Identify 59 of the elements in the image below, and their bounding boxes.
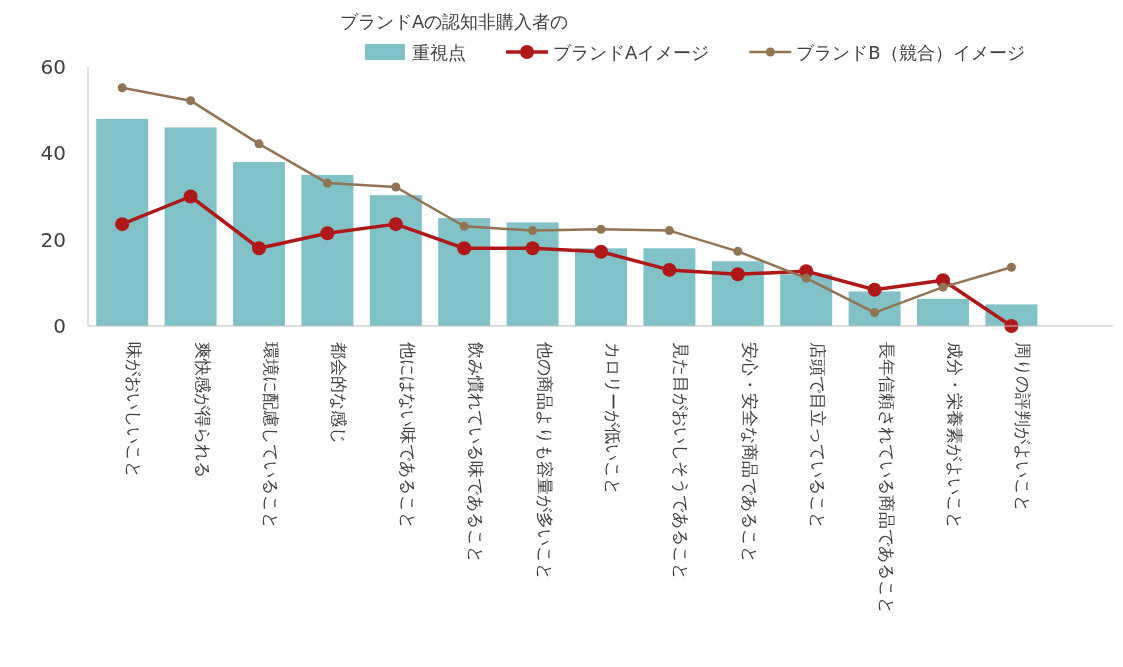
point: [528, 226, 538, 236]
legend-label: ブランドAイメージ: [553, 42, 710, 63]
legend-label: ブランドB（競合）イメージ: [796, 42, 1025, 63]
point: [867, 282, 882, 297]
bar: [643, 248, 696, 326]
point: [870, 308, 880, 318]
bar: [164, 127, 217, 326]
x-tick-label: 都会的な感じ: [329, 342, 350, 444]
point: [459, 221, 469, 231]
point: [457, 241, 472, 256]
point: [730, 267, 745, 282]
point: [664, 226, 674, 236]
x-tick-label: 爽快感が得られる: [192, 342, 213, 478]
point: [1006, 262, 1016, 272]
point: [388, 217, 403, 232]
x-tick-label: 他にはない味であること: [397, 342, 418, 529]
bar: [917, 298, 969, 326]
point: [254, 139, 264, 149]
point: [662, 262, 677, 277]
y-tick-label: 60: [40, 55, 66, 79]
point: [525, 241, 540, 256]
bar: [369, 195, 422, 326]
x-tick-label: 味がおいしいこと: [124, 342, 145, 478]
point: [322, 178, 332, 188]
point: [594, 244, 608, 259]
x-tick-label: 成分・栄養素がよいこと: [945, 342, 965, 529]
chart-title: ブランドAの認知非購入者の: [340, 11, 569, 32]
x-tick-label: 安心・安全な商品であること: [739, 342, 760, 563]
point: [596, 224, 606, 234]
point: [320, 226, 335, 241]
point: [115, 217, 130, 232]
y-tick-label: 20: [40, 227, 66, 252]
x-tick-label: 店頭で目立っていること: [808, 342, 829, 529]
x-tick-label: カロリーが低いこと: [603, 342, 623, 495]
bar: [506, 222, 559, 326]
point: [252, 241, 266, 256]
point: [117, 83, 127, 93]
x-tick-label: 長年信頼されている商品であること: [876, 342, 897, 614]
bar: [233, 161, 285, 326]
y-tick-label: 0: [53, 314, 66, 338]
x-tick-label: 環境に配慮していること: [261, 342, 281, 529]
x-tick-label: 他の商品よりも容量が多いこと: [534, 342, 555, 580]
legend-label: 重視点: [412, 42, 466, 63]
point: [186, 96, 196, 106]
point: [183, 189, 198, 204]
bar: [96, 118, 149, 326]
point: [391, 182, 401, 192]
bar: [575, 248, 627, 326]
bar: [438, 218, 491, 326]
x-tick-label: 見た目がおいしそうであること: [671, 342, 692, 580]
bar: [711, 261, 764, 326]
y-tick-label: 40: [40, 141, 66, 166]
bar: [780, 274, 833, 326]
x-tick-label: 飲み慣れている味であること: [466, 342, 487, 563]
point: [733, 246, 743, 256]
x-tick-label: 周りの評判がよいこと: [1013, 342, 1034, 512]
point: [938, 282, 948, 292]
point: [801, 273, 811, 283]
bar: [301, 174, 354, 326]
